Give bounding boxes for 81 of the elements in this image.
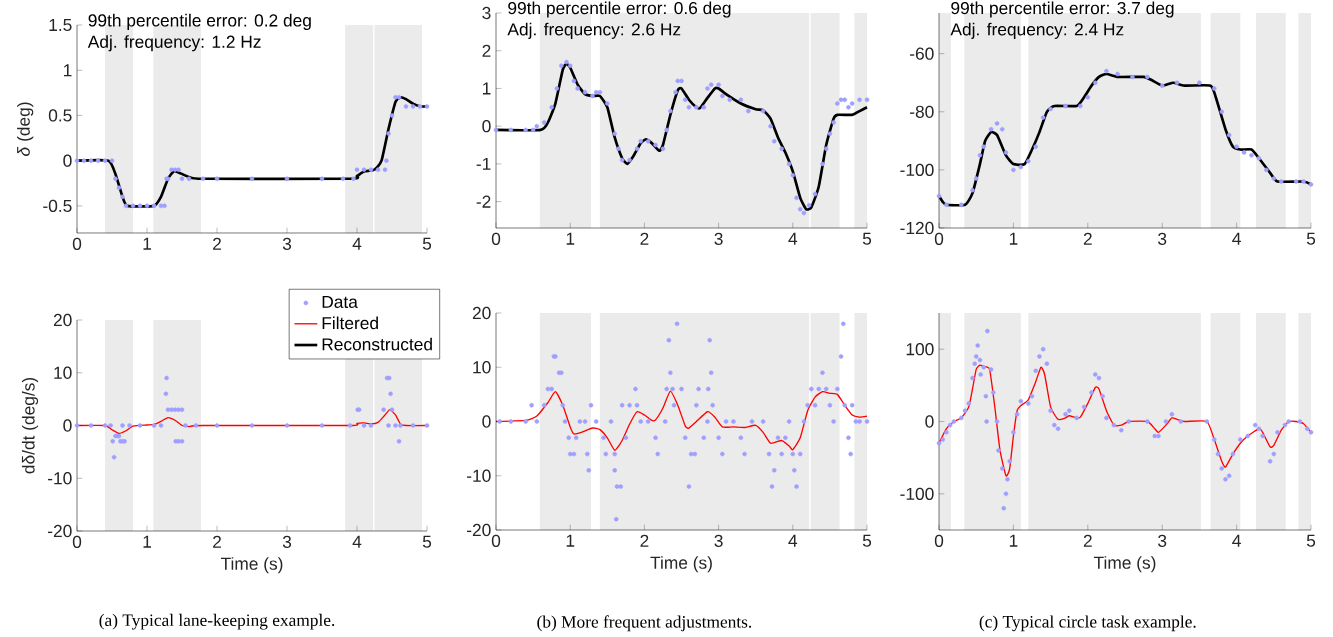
y-tick-label: -2 [476, 195, 491, 208]
y-tick-label: 1.5 [49, 18, 72, 32]
y-tick-label: 3 [482, 6, 491, 20]
y-axis-title: δ (deg) [17, 102, 34, 156]
x-tick-label: 4 [352, 237, 362, 250]
y-tick-label: -100 [900, 163, 934, 177]
x-tick-label: 4 [788, 534, 798, 547]
x-tick-label: 1 [566, 534, 575, 547]
x-axis-title: Time (s) [220, 557, 283, 574]
y-tick-label: 0 [63, 419, 72, 432]
x-tick-label: 3 [1158, 534, 1167, 547]
x-tick-label: 2 [640, 534, 649, 547]
y-tick-label: 10 [54, 366, 72, 379]
x-tick-label: 1 [1009, 232, 1018, 245]
annotation: Adj. frequency: 2.6 Hz [507, 22, 681, 39]
x-tick-label: 4 [788, 232, 798, 245]
x-tick-label: 1 [143, 535, 151, 548]
x-tick-label: 3 [714, 534, 723, 547]
text: (c) Typical circle task example. [979, 615, 1196, 632]
y-tick-label: 0 [925, 415, 934, 428]
y-tick-label: 100 [906, 343, 934, 356]
x-tick-label: 5 [1306, 534, 1316, 547]
annotation: 99th percentile error: 3.7 deg [951, 1, 1174, 18]
y-tick-label: 0.5 [48, 109, 72, 122]
x-tick-label: 2 [1083, 232, 1092, 245]
x-tick-label: 1 [143, 237, 151, 250]
x-tick-label: 5 [422, 237, 432, 250]
x-tick-label: 4 [352, 535, 362, 548]
x-tick-label: 1 [1009, 534, 1018, 547]
x-tick-label: 3 [714, 232, 723, 245]
text: (a) Typical lane-keeping example. [99, 613, 335, 630]
y-tick-label: 20 [472, 306, 491, 320]
x-tick-label: 0 [934, 534, 944, 547]
y-tick-label: 1 [482, 82, 491, 95]
x-tick-label: 2 [213, 237, 221, 250]
legend-label: Data [322, 295, 358, 309]
x-tick-label: 3 [282, 535, 292, 548]
legend-label: Filtered [322, 316, 378, 330]
y-tick-label: 20 [53, 313, 72, 327]
annotation: Adj. frequency: 2.4 Hz [950, 22, 1124, 39]
y-tick-label: 0 [63, 154, 72, 167]
y-tick-label: -80 [910, 105, 934, 118]
x-tick-label: 2 [213, 535, 221, 548]
y-axis-title: dδ/dt (deg/s) [21, 377, 39, 474]
x-tick-label: 3 [1158, 232, 1167, 245]
y-tick-label: -10 [48, 472, 72, 485]
x-tick-label: 1 [566, 232, 575, 245]
x-tick-label: 4 [1232, 534, 1241, 547]
annotation: 99th percentile error: 0.6 deg [508, 1, 731, 18]
annotation: Adj. frequency: 1.2 Hz [87, 35, 261, 52]
x-tick-label: 5 [862, 534, 872, 547]
x-tick-label: 2 [1083, 534, 1092, 547]
x-axis-title: Time (s) [650, 556, 712, 573]
x-axis-title: Time (s) [1093, 556, 1156, 573]
x-tick-label: 4 [1232, 232, 1241, 245]
y-tick-label: -10 [467, 469, 491, 482]
y-tick-label: -1 [476, 157, 491, 170]
x-tick-label: 3 [282, 237, 292, 250]
y-tick-label: -100 [900, 487, 934, 500]
x-tick-label: 5 [1306, 232, 1316, 245]
x-tick-label: 5 [862, 232, 872, 245]
y-tick-label: -60 [910, 47, 934, 60]
y-tick-label: -20 [48, 524, 72, 538]
x-tick-label: 2 [640, 232, 649, 245]
y-tick-label: -120 [900, 221, 934, 235]
x-tick-label: 0 [72, 237, 82, 250]
x-tick-label: 0 [72, 535, 82, 548]
annotation: 99th percentile error: 0.2 deg [88, 13, 311, 30]
y-tick-label: 0 [482, 120, 491, 133]
x-tick-label: 0 [491, 232, 501, 245]
x-tick-label: 0 [934, 232, 944, 245]
y-tick-label: 2 [482, 44, 491, 57]
text: (b) More frequent adjustments. [537, 615, 752, 632]
y-tick-label: 10 [473, 361, 491, 374]
x-tick-label: 5 [422, 535, 432, 548]
y-tick-label: 0 [482, 415, 491, 428]
legend-label: Reconstructed [322, 337, 432, 351]
x-tick-label: 0 [491, 534, 501, 547]
y-tick-label: -0.5 [43, 199, 72, 212]
y-tick-label: -20 [467, 523, 491, 537]
y-tick-label: 1 [63, 64, 72, 77]
